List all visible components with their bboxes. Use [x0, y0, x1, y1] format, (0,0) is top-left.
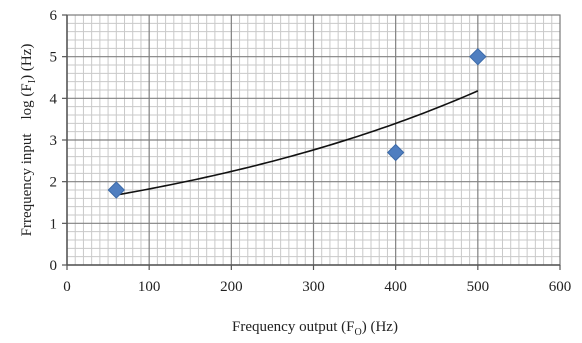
- y-tick-label: 3: [50, 133, 58, 149]
- tick-labels: 0 100 200 300 400 500 600 0 1 2 3 4 5 6: [50, 8, 572, 295]
- y-tick-label: 6: [50, 8, 58, 24]
- x-tick-label: 600: [549, 279, 572, 295]
- x-tick-label: 300: [302, 279, 325, 295]
- y-tick-label: 0: [50, 258, 58, 274]
- y-tick-label: 4: [50, 91, 58, 107]
- x-tick-label: 400: [384, 279, 407, 295]
- y-tick-label: 5: [50, 50, 58, 66]
- x-tick-label: 100: [138, 279, 161, 295]
- grid: [67, 15, 560, 265]
- data-point-marker: [469, 47, 487, 66]
- trendline-layer: [116, 90, 479, 196]
- x-axis-title: Frequency output (FO) (Hz): [232, 319, 398, 338]
- y-tick-label: 1: [50, 216, 58, 232]
- data-points: [107, 47, 487, 199]
- trendline: [116, 90, 479, 196]
- data-point-marker: [386, 143, 405, 162]
- y-tick-label: 2: [50, 175, 58, 191]
- y-axis-title: Frrequency inputlog (FI) (Hz): [19, 44, 38, 237]
- x-tick-label: 0: [63, 279, 71, 295]
- x-tick-label: 200: [220, 279, 243, 295]
- data-point-marker: [107, 181, 126, 199]
- x-tick-label: 500: [467, 279, 490, 295]
